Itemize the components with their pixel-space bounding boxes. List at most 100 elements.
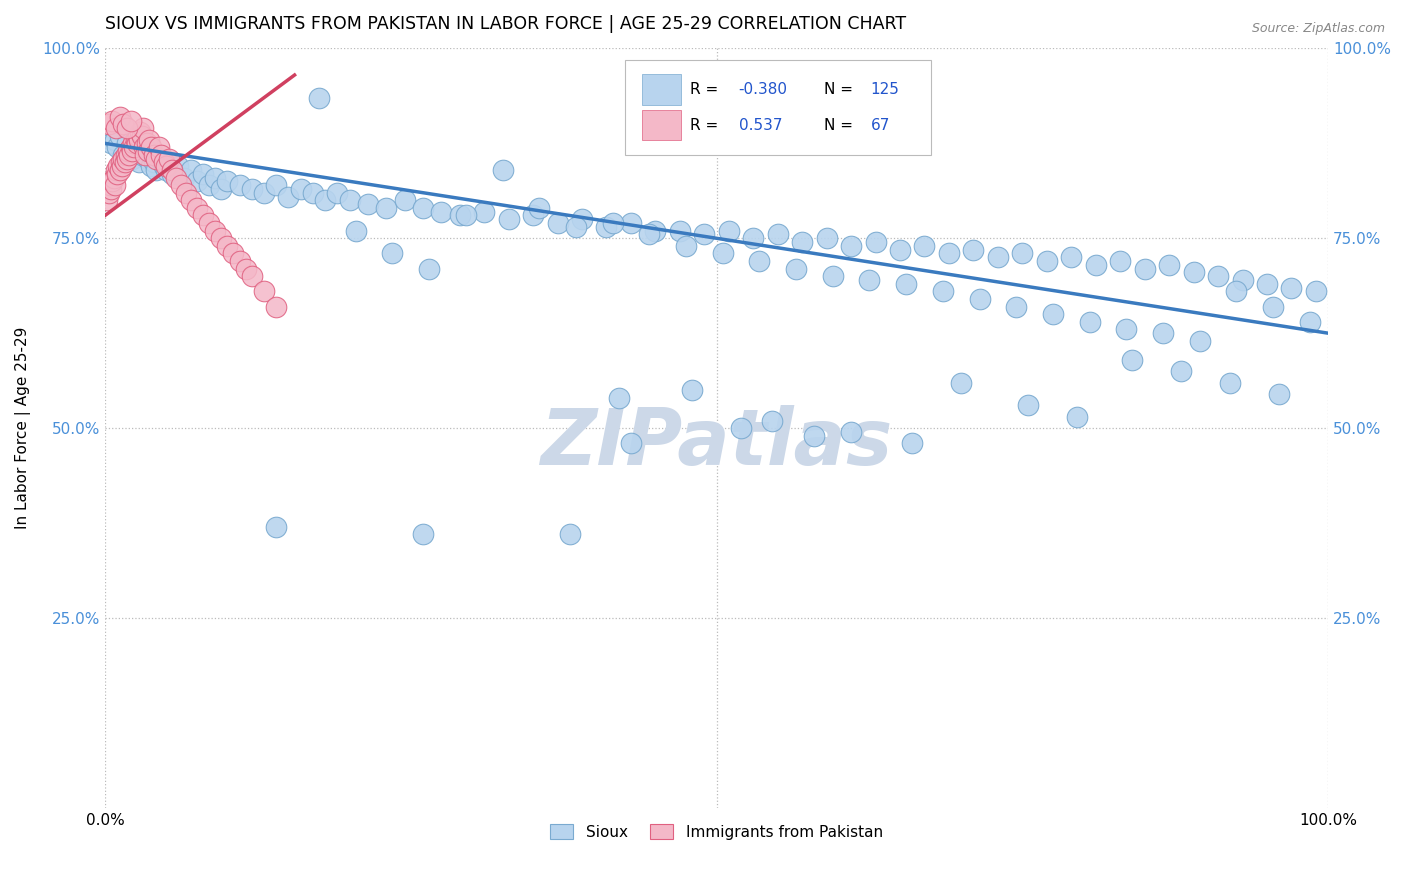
Point bbox=[110, 155, 132, 169]
Point bbox=[186, 174, 208, 188]
Point bbox=[136, 152, 159, 166]
Point bbox=[162, 163, 184, 178]
Point bbox=[344, 224, 367, 238]
Point bbox=[152, 159, 174, 173]
Text: 125: 125 bbox=[870, 82, 900, 97]
Point bbox=[104, 163, 127, 178]
Point bbox=[277, 189, 299, 203]
Point bbox=[104, 132, 127, 146]
Point bbox=[1115, 322, 1137, 336]
Point bbox=[527, 201, 550, 215]
Point bbox=[132, 121, 155, 136]
Point bbox=[1060, 250, 1083, 264]
Point bbox=[394, 194, 416, 208]
Point bbox=[792, 235, 814, 249]
Point bbox=[217, 239, 239, 253]
Point bbox=[97, 186, 120, 200]
Point bbox=[191, 209, 214, 223]
Point bbox=[122, 136, 145, 151]
Point bbox=[97, 117, 120, 131]
Point bbox=[766, 227, 789, 242]
Point bbox=[127, 128, 149, 143]
Point bbox=[118, 144, 141, 158]
Point bbox=[165, 170, 187, 185]
Point bbox=[803, 428, 825, 442]
Point bbox=[114, 155, 136, 169]
Point bbox=[894, 277, 917, 291]
FancyBboxPatch shape bbox=[624, 60, 931, 154]
Point bbox=[558, 527, 581, 541]
Point bbox=[821, 269, 844, 284]
Point bbox=[839, 425, 862, 439]
Point bbox=[565, 219, 588, 234]
Point bbox=[101, 174, 124, 188]
Point bbox=[1232, 273, 1254, 287]
Point bbox=[785, 261, 807, 276]
Y-axis label: In Labor Force | Age 25-29: In Labor Force | Age 25-29 bbox=[15, 326, 31, 529]
Point bbox=[145, 163, 167, 178]
Point bbox=[1084, 258, 1107, 272]
Point bbox=[1256, 277, 1278, 291]
Point bbox=[141, 140, 163, 154]
Point bbox=[105, 167, 128, 181]
Point bbox=[748, 254, 770, 268]
Point bbox=[145, 152, 167, 166]
Point bbox=[115, 121, 138, 136]
Point bbox=[430, 204, 453, 219]
Point bbox=[228, 178, 250, 193]
Point bbox=[180, 163, 202, 178]
Point bbox=[100, 136, 122, 151]
Point bbox=[607, 391, 630, 405]
Point bbox=[103, 170, 125, 185]
Point bbox=[124, 140, 146, 154]
Point bbox=[711, 246, 734, 260]
Point bbox=[418, 261, 440, 276]
Point bbox=[240, 269, 263, 284]
FancyBboxPatch shape bbox=[643, 110, 681, 140]
Legend: Sioux, Immigrants from Pakistan: Sioux, Immigrants from Pakistan bbox=[544, 817, 889, 846]
Text: -0.380: -0.380 bbox=[738, 82, 787, 97]
Point bbox=[198, 178, 221, 193]
Point bbox=[302, 186, 325, 200]
Point bbox=[132, 140, 155, 154]
Point bbox=[132, 144, 155, 158]
Point bbox=[1261, 300, 1284, 314]
Point bbox=[901, 436, 924, 450]
Text: 0.537: 0.537 bbox=[738, 118, 782, 133]
Point bbox=[112, 147, 135, 161]
Point bbox=[131, 128, 153, 143]
Point bbox=[120, 140, 142, 154]
Point bbox=[167, 159, 190, 173]
Point bbox=[253, 186, 276, 200]
Point bbox=[134, 147, 156, 161]
Point bbox=[693, 227, 716, 242]
Point bbox=[1017, 398, 1039, 412]
Point bbox=[547, 216, 569, 230]
Point bbox=[914, 239, 936, 253]
Point bbox=[135, 136, 157, 151]
Point bbox=[669, 224, 692, 238]
Point bbox=[1182, 265, 1205, 279]
Point bbox=[889, 243, 911, 257]
Point bbox=[326, 186, 349, 200]
Point bbox=[142, 155, 165, 169]
Point bbox=[170, 178, 193, 193]
Point bbox=[96, 194, 118, 208]
Point bbox=[1066, 409, 1088, 424]
Point bbox=[124, 132, 146, 146]
Text: N =: N = bbox=[824, 118, 853, 133]
Point bbox=[186, 201, 208, 215]
Point bbox=[111, 159, 134, 173]
Point bbox=[101, 113, 124, 128]
Point bbox=[1170, 364, 1192, 378]
Point bbox=[217, 174, 239, 188]
Point bbox=[141, 159, 163, 173]
Point bbox=[472, 204, 495, 219]
Point bbox=[112, 152, 135, 166]
Point bbox=[1299, 315, 1322, 329]
Point bbox=[128, 132, 150, 146]
Point bbox=[209, 231, 232, 245]
Point bbox=[717, 224, 740, 238]
Point bbox=[120, 113, 142, 128]
Point bbox=[1152, 326, 1174, 341]
